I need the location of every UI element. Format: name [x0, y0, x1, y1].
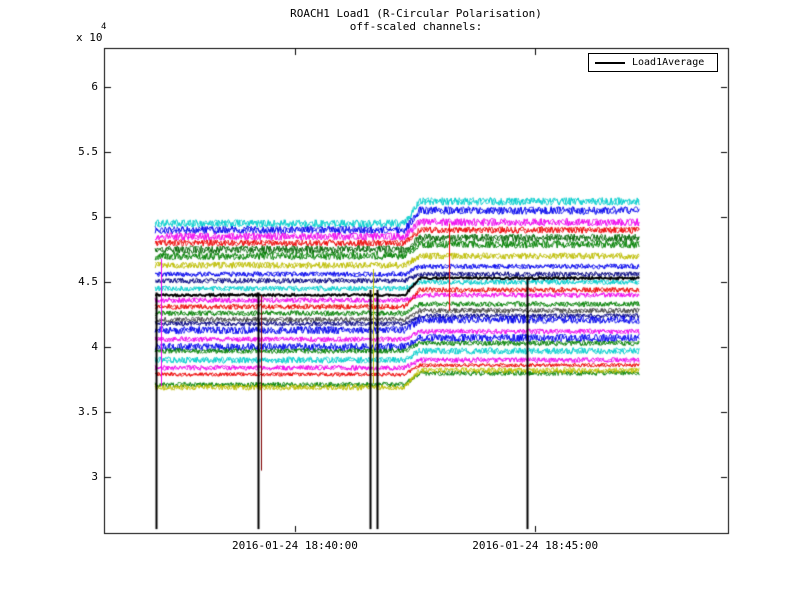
legend: Load1Average [588, 53, 718, 72]
x-tick-label: 2016-01-24 18:40:00 [232, 539, 358, 552]
legend-label: Load1Average [632, 57, 705, 68]
legend-line-sample [595, 61, 625, 64]
y-tick-label: 4 [91, 340, 98, 354]
y-tick-label: 3.5 [78, 405, 98, 419]
y-tick-label: 4.5 [78, 275, 98, 289]
y-tick-label: 5 [91, 210, 98, 224]
y-axis-multiplier-exponent: 4 [101, 22, 107, 32]
chart-title: ROACH1 Load1 (R-Circular Polarisation) [290, 7, 542, 20]
y-tick-label: 3 [91, 470, 98, 484]
y-tick-label: 5.5 [78, 145, 98, 159]
y-axis-multiplier: x 10 [76, 31, 103, 44]
y-tick-label: 6 [91, 80, 98, 93]
chart-subtitle: off-scaled channels: [349, 20, 483, 33]
x-tick-label: 2016-01-24 18:45:00 [472, 539, 599, 552]
